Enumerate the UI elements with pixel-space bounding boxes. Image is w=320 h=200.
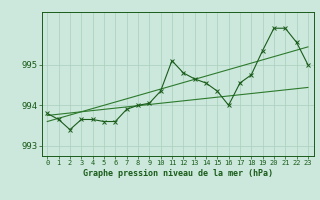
X-axis label: Graphe pression niveau de la mer (hPa): Graphe pression niveau de la mer (hPa) — [83, 169, 273, 178]
